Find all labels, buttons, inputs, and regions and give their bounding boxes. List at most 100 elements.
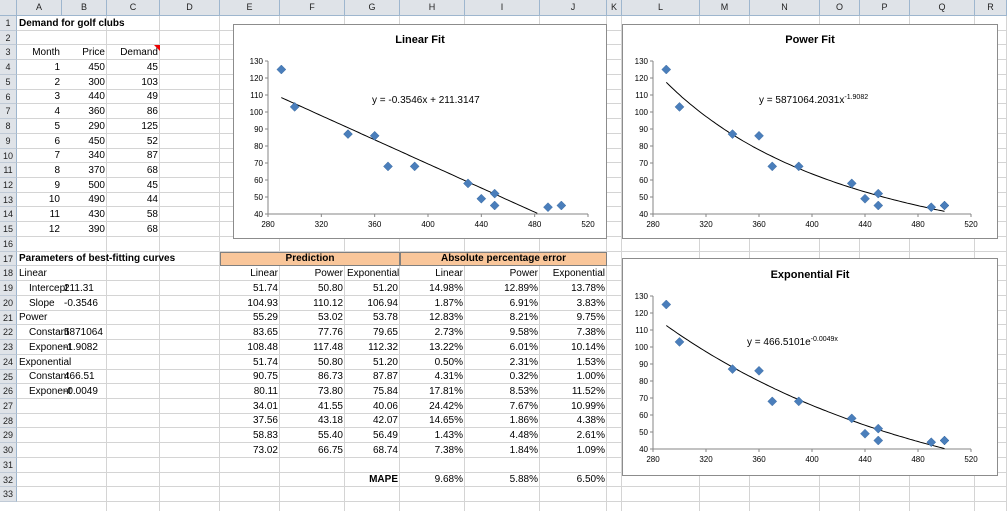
data-point[interactable] bbox=[767, 161, 778, 172]
row-header-19[interactable]: 19 bbox=[0, 281, 17, 296]
month-cell[interactable]: 10 bbox=[48, 194, 60, 205]
prediction-cell[interactable]: 79.65 bbox=[372, 327, 398, 338]
ape-cell[interactable]: 1.43% bbox=[434, 430, 463, 441]
prediction-header[interactable]: Linear bbox=[250, 268, 278, 279]
data-point[interactable] bbox=[556, 200, 567, 211]
row-header-22[interactable]: 22 bbox=[0, 325, 17, 340]
mape-label[interactable]: MAPE bbox=[369, 474, 398, 485]
column-header-e[interactable]: E bbox=[220, 0, 280, 16]
row-header-29[interactable]: 29 bbox=[0, 428, 17, 443]
column-header-j[interactable]: J bbox=[540, 0, 607, 16]
row-header-12[interactable]: 12 bbox=[0, 178, 17, 193]
demand-cell[interactable]: 45 bbox=[146, 180, 158, 191]
data-point[interactable] bbox=[543, 202, 553, 213]
demand-cell[interactable]: 68 bbox=[146, 165, 158, 176]
column-header-o[interactable]: O bbox=[820, 0, 860, 16]
param-label[interactable]: Constant bbox=[29, 327, 70, 338]
prediction-cell[interactable]: 55.40 bbox=[317, 430, 343, 441]
prediction-band[interactable] bbox=[220, 252, 400, 266]
demand-cell[interactable]: 86 bbox=[146, 106, 158, 117]
prediction-cell[interactable]: 106.94 bbox=[367, 298, 398, 309]
row-header-24[interactable]: 24 bbox=[0, 355, 17, 370]
demand-cell[interactable]: 49 bbox=[146, 91, 158, 102]
ape-cell[interactable]: 6.91% bbox=[509, 298, 538, 309]
prediction-cell[interactable]: 37.56 bbox=[252, 415, 278, 426]
data-point[interactable] bbox=[727, 364, 738, 374]
ape-cell[interactable]: 2.73% bbox=[434, 327, 463, 338]
param-label[interactable]: Exponential bbox=[19, 357, 72, 368]
prediction-header[interactable]: Exponential bbox=[347, 268, 400, 279]
month-cell[interactable]: 8 bbox=[54, 165, 60, 176]
prediction-cell[interactable]: 51.20 bbox=[372, 357, 398, 368]
price-cell[interactable]: 450 bbox=[88, 136, 105, 147]
prediction-cell[interactable]: 58.83 bbox=[252, 430, 278, 441]
row-header-23[interactable]: 23 bbox=[0, 340, 17, 355]
ape-cell[interactable]: 9.75% bbox=[576, 312, 605, 323]
data-point[interactable] bbox=[939, 200, 950, 211]
data-point[interactable] bbox=[383, 161, 393, 172]
row-header-27[interactable]: 27 bbox=[0, 399, 17, 414]
param-label[interactable]: Linear bbox=[19, 268, 47, 279]
row-header-16[interactable]: 16 bbox=[0, 237, 17, 252]
column-header-b[interactable]: B bbox=[62, 0, 107, 16]
ape-cell[interactable]: 9.58% bbox=[509, 327, 538, 338]
data-point[interactable] bbox=[846, 178, 857, 189]
prediction-cell[interactable]: 68.74 bbox=[372, 445, 398, 456]
column-header-r[interactable]: R bbox=[975, 0, 1007, 16]
row-header-14[interactable]: 14 bbox=[0, 207, 17, 222]
price-cell[interactable]: 450 bbox=[88, 62, 105, 73]
prediction-cell[interactable]: 80.11 bbox=[253, 386, 278, 397]
data-point[interactable] bbox=[476, 193, 487, 204]
ape-cell[interactable]: 4.38% bbox=[576, 415, 605, 426]
row-header-13[interactable]: 13 bbox=[0, 193, 17, 207]
demand-cell[interactable]: 58 bbox=[146, 209, 158, 220]
month-cell[interactable]: 7 bbox=[54, 150, 60, 161]
ape-cell[interactable]: 11.52% bbox=[571, 386, 605, 397]
data-point[interactable] bbox=[873, 200, 884, 211]
data-point[interactable] bbox=[767, 396, 778, 407]
row-header-1[interactable]: 1 bbox=[0, 16, 17, 31]
ape-cell[interactable]: 12.89% bbox=[504, 283, 538, 294]
row-header-5[interactable]: 5 bbox=[0, 75, 17, 90]
column-header-k[interactable]: K bbox=[607, 0, 622, 16]
data-point[interactable] bbox=[276, 64, 287, 75]
prediction-cell[interactable]: 43.18 bbox=[317, 415, 343, 426]
data-point[interactable] bbox=[793, 161, 804, 172]
price-cell[interactable]: 340 bbox=[88, 150, 105, 161]
prediction-cell[interactable]: 53.78 bbox=[372, 312, 398, 323]
prediction-cell[interactable]: 66.75 bbox=[317, 445, 343, 456]
month-cell[interactable]: 12 bbox=[48, 224, 60, 235]
data-point[interactable] bbox=[926, 202, 937, 213]
row-header-8[interactable]: 8 bbox=[0, 119, 17, 134]
price-cell[interactable]: 290 bbox=[88, 121, 105, 132]
ape-cell[interactable]: 8.53% bbox=[509, 386, 538, 397]
data-point[interactable] bbox=[463, 178, 473, 189]
column-header-g[interactable]: G bbox=[345, 0, 400, 16]
price-cell[interactable]: 390 bbox=[88, 224, 105, 235]
price-cell[interactable]: 490 bbox=[88, 194, 105, 205]
param-label[interactable]: Slope bbox=[29, 298, 55, 309]
ape-header[interactable]: Exponential bbox=[552, 268, 605, 279]
row-header-21[interactable]: 21 bbox=[0, 311, 17, 325]
month-cell[interactable]: 4 bbox=[54, 106, 60, 117]
row-header-6[interactable]: 6 bbox=[0, 90, 17, 104]
header-month[interactable]: Month bbox=[32, 47, 60, 58]
data-point[interactable] bbox=[939, 435, 950, 446]
header-demand[interactable]: Demand bbox=[120, 47, 158, 58]
ape-cell[interactable]: 4.31% bbox=[434, 371, 463, 382]
prediction-cell[interactable]: 90.75 bbox=[252, 371, 278, 382]
prediction-header[interactable]: Power bbox=[314, 268, 343, 279]
ape-band-label[interactable]: Absolute percentage error bbox=[440, 253, 567, 264]
data-point[interactable] bbox=[489, 188, 500, 199]
row-header-26[interactable]: 26 bbox=[0, 384, 17, 399]
row-header-25[interactable]: 25 bbox=[0, 370, 17, 384]
demand-cell[interactable]: 68 bbox=[146, 224, 158, 235]
ape-cell[interactable]: 13.78% bbox=[571, 283, 605, 294]
data-point[interactable] bbox=[674, 102, 685, 112]
row-header-2[interactable]: 2 bbox=[0, 31, 17, 45]
param-label[interactable]: Exponent bbox=[29, 386, 72, 397]
prediction-band-label[interactable]: Prediction bbox=[285, 253, 335, 264]
ape-cell[interactable]: 14.65% bbox=[429, 415, 463, 426]
mape-value[interactable]: 9.68% bbox=[434, 474, 463, 485]
